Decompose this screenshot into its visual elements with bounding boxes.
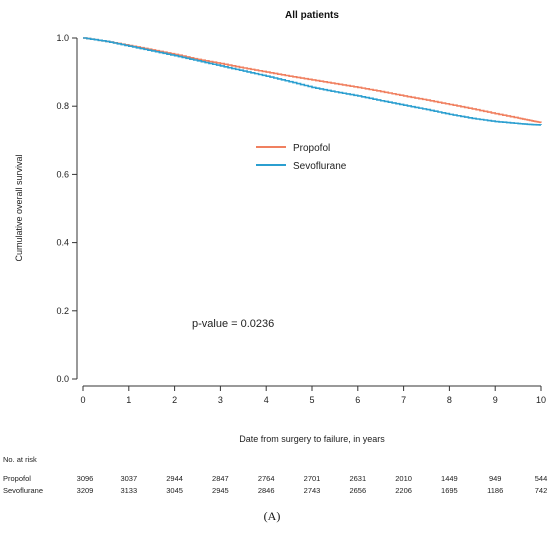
x-tick-label: 4	[264, 395, 269, 405]
x-tick-label: 2	[172, 395, 177, 405]
risk-cell: 949	[489, 474, 502, 483]
risk-cell: 2631	[349, 474, 366, 483]
risk-cell: 3045	[166, 486, 183, 495]
x-tick-label: 1	[126, 395, 131, 405]
risk-cell: 2701	[304, 474, 321, 483]
legend: Propofol Sevoflurane	[256, 143, 347, 172]
x-tick-label: 9	[493, 395, 498, 405]
risk-cell: 2846	[258, 486, 275, 495]
risk-cell: 742	[535, 486, 548, 495]
p-value-annotation: p-value = 0.0236	[192, 318, 274, 330]
risk-cell: 3133	[120, 486, 137, 495]
risk-table: No. at risk Propofol 3096 3037 2944 2847 2764…	[3, 455, 547, 495]
y-tick-label: 0.8	[56, 101, 69, 111]
x-tick-label: 10	[536, 395, 546, 405]
series-layer	[83, 37, 542, 126]
risk-cell: 2945	[212, 486, 229, 495]
x-axis-label: Date from surgery to failure, in years	[239, 434, 385, 444]
risk-cell: 2656	[349, 486, 366, 495]
risk-cell: 3037	[120, 474, 137, 483]
x-tick-label: 3	[218, 395, 223, 405]
risk-cell: 2764	[258, 474, 275, 483]
risk-row-label: Propofol	[3, 474, 31, 483]
y-tick-label: 1.0	[56, 33, 69, 43]
x-tick-label: 0	[80, 395, 85, 405]
legend-label-sevoflurane: Sevoflurane	[293, 161, 347, 172]
y-tick-label: 0.4	[56, 238, 69, 248]
risk-cell: 3096	[77, 474, 94, 483]
risk-table-header: No. at risk	[3, 455, 37, 464]
x-tick-label: 8	[447, 395, 452, 405]
y-tick-label: 0.2	[56, 306, 69, 316]
y-tick-label: 0.6	[56, 169, 69, 179]
risk-cell: 2847	[212, 474, 229, 483]
risk-cell: 1695	[441, 486, 458, 495]
series-line-sevoflurane	[83, 37, 542, 126]
risk-cell: 2206	[395, 486, 412, 495]
risk-cell: 1186	[487, 486, 503, 495]
y-axis-label: Cumulative overall survival	[14, 154, 24, 261]
chart-title: All patients	[285, 10, 339, 21]
risk-cell: 2944	[166, 474, 183, 483]
x-tick-label: 6	[355, 395, 360, 405]
x-tick-label: 7	[401, 395, 406, 405]
x-tick-label: 5	[309, 395, 314, 405]
risk-cell: 2743	[304, 486, 321, 495]
y-tick-label: 0.0	[56, 374, 69, 384]
risk-row-label: Sevoflurane	[3, 486, 43, 495]
y-axis: 0.0 0.2 0.4 0.6 0.8 1.0	[56, 33, 78, 384]
risk-cell: 544	[535, 474, 548, 483]
risk-cell: 2010	[395, 474, 412, 483]
risk-cell: 3209	[77, 486, 94, 495]
legend-label-propofol: Propofol	[293, 143, 330, 154]
x-axis: 0 1 2 3 4 5 6 7 8 9 10	[80, 385, 546, 405]
panel-label: (A)	[264, 509, 281, 523]
risk-cell: 1449	[441, 474, 458, 483]
